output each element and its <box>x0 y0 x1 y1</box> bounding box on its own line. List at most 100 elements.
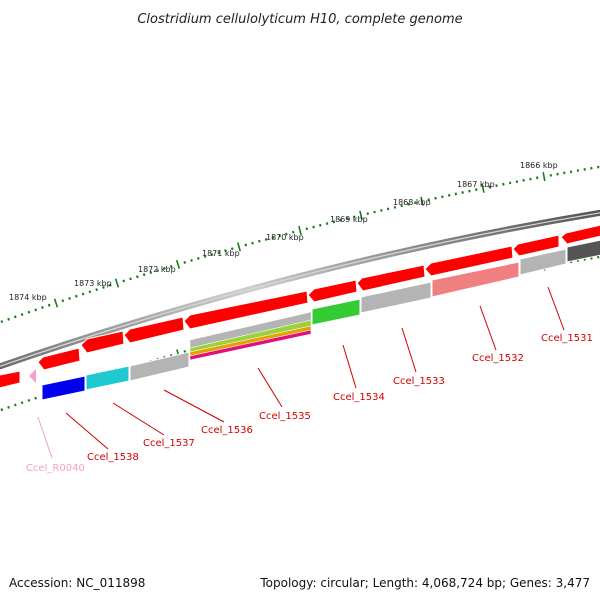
ruler-minor-tick <box>495 184 498 188</box>
kbp-label: 1874 kbp <box>9 293 47 302</box>
ruler-minor-tick <box>339 218 342 222</box>
gene-feature[interactable] <box>129 351 190 382</box>
gene-feature[interactable] <box>307 279 358 303</box>
ruler-minor-tick <box>258 239 261 243</box>
ruler-minor-tick <box>461 191 464 194</box>
ruler-minor-tick <box>61 299 65 303</box>
ruler-minor-tick <box>142 273 146 277</box>
ruler-minor-tick <box>129 277 132 281</box>
ruler-minor-tick <box>88 290 92 294</box>
kbp-label: 1872 kbp <box>138 265 176 274</box>
ruler-minor-tick <box>407 202 410 206</box>
ruler-major-tick <box>542 172 546 182</box>
gene-label[interactable]: Ccel_1537 <box>143 438 195 449</box>
gene-feature[interactable] <box>431 261 520 298</box>
gene-label[interactable]: Ccel_1533 <box>393 376 445 387</box>
ruler-minor-tick <box>556 172 559 176</box>
ruler-minor-tick <box>20 313 24 316</box>
ruler-minor-tick <box>427 198 430 202</box>
ruler-minor-tick <box>102 286 105 289</box>
ruler-minor-tick <box>81 292 85 296</box>
label-leader-lines <box>37 286 565 459</box>
ruler-minor-tick <box>13 315 17 319</box>
leader-line <box>342 344 357 389</box>
gene-feature[interactable] <box>80 330 125 354</box>
gene-label[interactable]: Ccel_1536 <box>201 425 253 436</box>
kbp-label: 1868 kbp <box>393 198 431 207</box>
ruler-minor-tick <box>149 271 153 274</box>
ruler-minor-tick <box>20 401 24 405</box>
ruler-minor-tick <box>251 241 254 245</box>
gene-feature[interactable] <box>512 234 560 257</box>
gene-label[interactable]: Ccel_1531 <box>541 333 593 344</box>
leader-line <box>479 305 497 351</box>
rna-feature[interactable] <box>29 369 36 383</box>
ruler-major-tick <box>420 196 424 206</box>
kbp-labels: 1866 kbp 1867 kbp 1868 kbp 1869 kbp 1870… <box>9 161 558 302</box>
leader-line <box>547 286 565 331</box>
gene-label[interactable]: Ccel_1534 <box>333 392 385 403</box>
forward-strand-track <box>0 224 600 389</box>
gene-feature[interactable] <box>566 239 600 263</box>
ruler-major-tick <box>53 298 59 308</box>
ruler-minor-tick <box>305 227 309 231</box>
ruler-minor-tick <box>393 205 397 209</box>
ruler-minor-tick <box>522 178 525 182</box>
ruler-minor-tick <box>34 396 37 400</box>
ruler-minor-tick <box>319 223 322 227</box>
ruler-major-tick <box>359 210 363 220</box>
ruler-minor-tick <box>414 201 417 205</box>
genome-summary-text: Topology: circular; Length: 4,068,724 bp… <box>259 576 590 590</box>
accession-text: Accession: NC_011898 <box>9 576 145 590</box>
gene-feature[interactable] <box>560 224 600 245</box>
gene-label[interactable]: Ccel_1538 <box>87 452 139 463</box>
gene-feature[interactable] <box>183 290 309 330</box>
gene-feature[interactable] <box>311 298 361 326</box>
ruler-minor-tick <box>312 225 315 229</box>
ruler-major-tick <box>175 259 181 269</box>
gene-feature[interactable] <box>0 370 21 389</box>
gene-feature[interactable] <box>41 375 86 401</box>
ruler-minor-tick <box>34 308 38 312</box>
gene-feature[interactable] <box>37 347 81 371</box>
gene-label[interactable]: Ccel_1532 <box>472 353 524 364</box>
ruler-minor-tick <box>502 182 505 186</box>
ruler-minor-tick <box>217 251 220 255</box>
ruler-minor-tick <box>366 212 370 216</box>
ruler-minor-tick <box>230 247 234 251</box>
ruler-minor-tick <box>332 220 336 224</box>
gene-feature[interactable] <box>360 281 432 314</box>
kbp-label: 1869 kbp <box>330 215 368 224</box>
ruler-minor-tick <box>475 188 478 192</box>
gene-feature[interactable] <box>123 316 185 344</box>
gene-feature[interactable] <box>189 329 312 361</box>
ruler-minor-tick <box>386 207 390 211</box>
ruler-minor-tick <box>454 192 458 196</box>
gene-feature[interactable] <box>519 248 567 276</box>
kbp-label: 1871 kbp <box>202 249 240 258</box>
genome-backbone-highlight <box>0 212 600 367</box>
kbp-label: 1867 kbp <box>457 180 495 189</box>
rna-label[interactable]: Ccel_R0040 <box>26 463 85 474</box>
ruler-major-tick <box>237 242 241 252</box>
leader-line <box>112 402 165 436</box>
gene-feature[interactable] <box>424 245 514 277</box>
ruler-minor-tick <box>95 288 98 292</box>
kbp-label: 1870 kbp <box>266 233 304 242</box>
ruler-minor-tick <box>488 185 491 189</box>
leader-line <box>37 416 53 459</box>
ruler-minor-tick <box>352 215 356 219</box>
gene-feature[interactable] <box>356 264 426 292</box>
ruler-minor-tick <box>529 177 532 181</box>
ruler-minor-tick <box>108 283 112 287</box>
ruler-minor-tick <box>136 275 139 279</box>
map-title: Clostridium cellulolyticum H10, complete… <box>137 12 462 27</box>
ruler-minor-tick <box>7 405 10 409</box>
ruler-minor-tick <box>271 236 275 240</box>
gene-label[interactable]: Ccel_1535 <box>259 411 311 422</box>
kbp-label: 1866 kbp <box>520 161 558 170</box>
ruler-minor-tick <box>264 238 268 241</box>
gene-feature[interactable] <box>85 365 130 391</box>
gene-feature[interactable] <box>189 311 312 349</box>
